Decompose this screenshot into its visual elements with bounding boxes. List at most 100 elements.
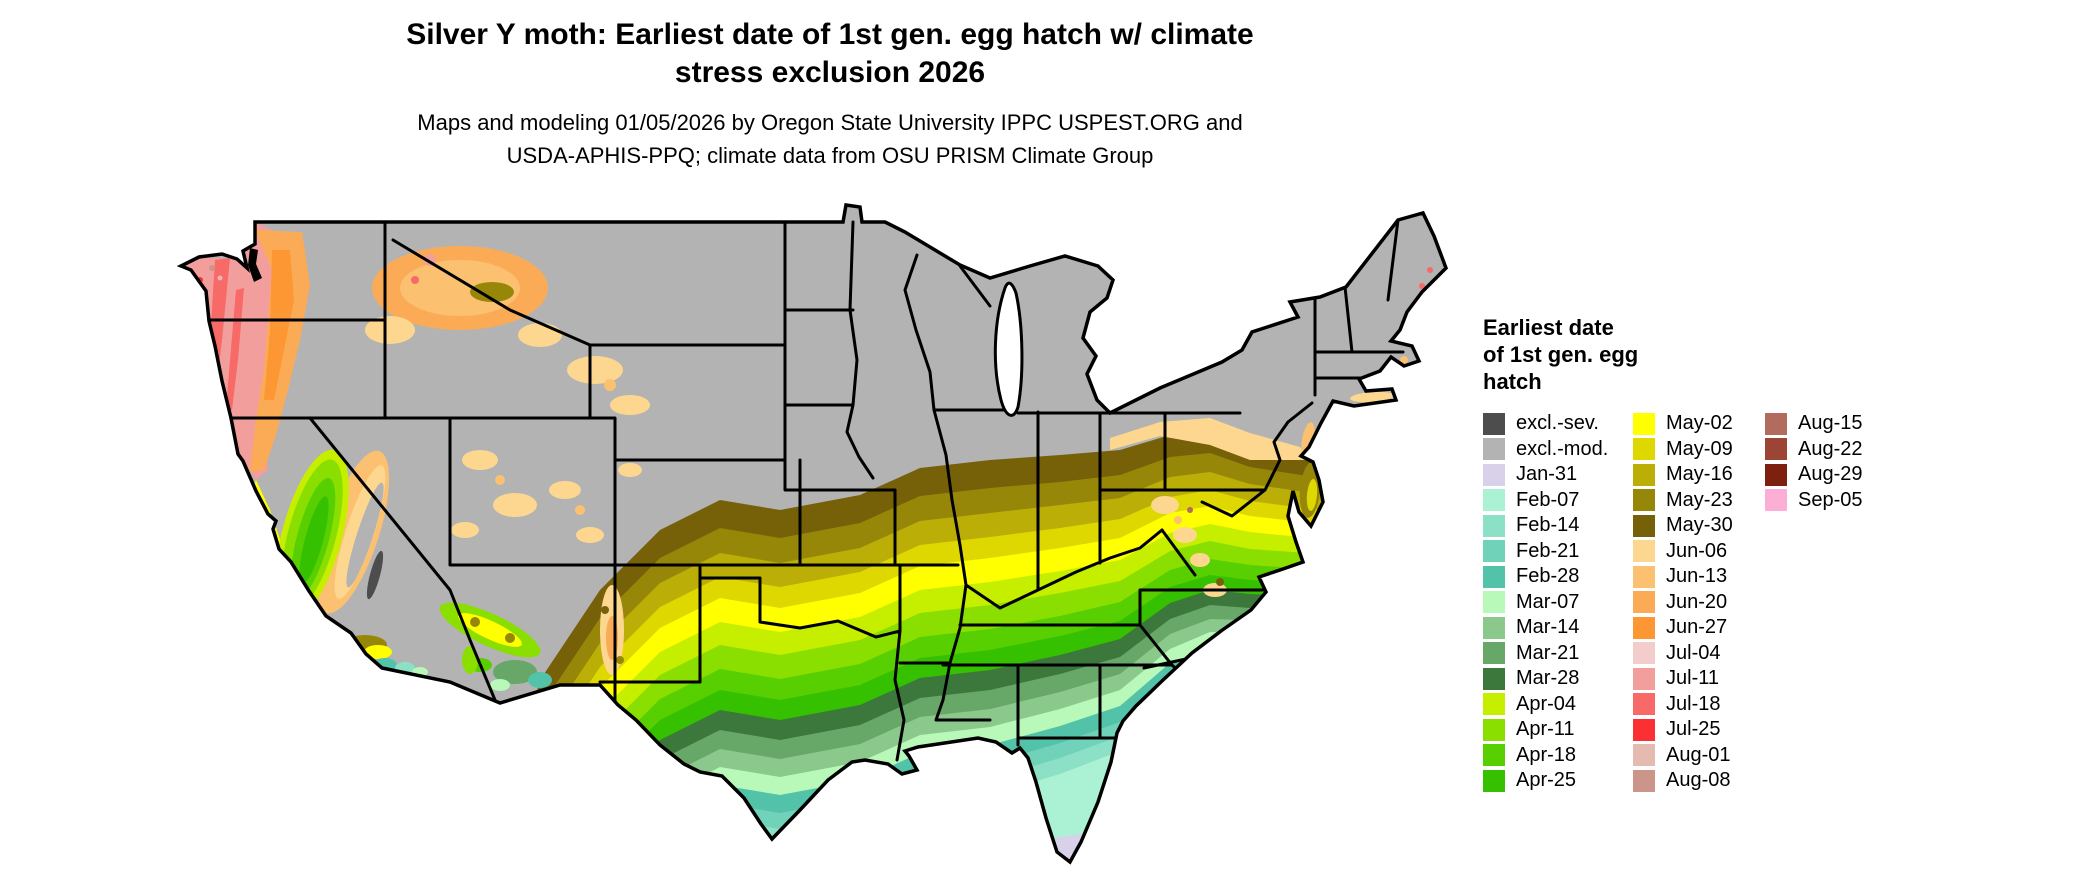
legend-item: Jul-25 [1633,717,1733,743]
legend-label: Jan-31 [1516,463,1578,486]
legend-item: May-30 [1633,513,1733,539]
legend-swatch [1633,591,1655,614]
legend-item: May-09 [1633,437,1733,463]
map-speck [1174,516,1182,524]
legend-item: Aug-01 [1633,743,1733,769]
map-region-pnw-lowland-deep-orange [264,250,294,400]
legend-label: Feb-14 [1516,514,1580,537]
map-speck [616,656,624,664]
map-speck [1419,283,1425,289]
legend-item: May-02 [1633,411,1733,437]
legend-swatch [1483,489,1505,512]
map-speck [470,617,480,627]
map-region-florida-keys [1083,874,1093,880]
map-region-socal-green [352,660,368,670]
map-region-basin-patch [493,493,537,517]
legend-column-2: May-02 May-09 May-16 May-23 May-30 Jun-06 Jun-… [1633,411,1733,794]
page-title-line2: stress exclusion 2026 [674,56,986,89]
map-speck [1389,369,1395,375]
map-region-socal-yellow [364,645,392,659]
map-region-columbia-olive-patch [470,282,514,302]
map-speck [1400,356,1408,364]
legend-label: May-30 [1666,514,1733,537]
legend-swatch [1483,769,1505,792]
page-title: Silver Y moth: Earliest date of 1st gen.… [0,16,1660,92]
legend-item: May-23 [1633,488,1733,514]
legend-label: Jul-11 [1666,667,1719,690]
legend-item: Jan-31 [1483,462,1608,488]
map-speck [505,633,515,643]
map-speck [604,379,616,391]
map-speck [195,245,201,251]
map-speck [601,606,609,614]
legend-item: Aug-08 [1633,768,1733,794]
legend-swatch [1633,744,1655,767]
legend-label: Apr-25 [1516,769,1577,792]
legend-label: Aug-15 [1798,412,1863,435]
map-region-long-island [1350,391,1394,403]
legend-label: Apr-18 [1516,743,1577,766]
legend-label: Aug-01 [1666,743,1731,766]
page-subtitle-line1: Maps and modeling 01/05/2026 by Oregon S… [417,110,1243,135]
map-region-delmarva-inner [1306,479,1318,511]
legend-label: Feb-07 [1516,488,1580,511]
map-container [160,160,1450,892]
legend-label: Apr-04 [1516,692,1577,715]
legend-item: Feb-28 [1483,564,1608,590]
map-region-snake-plain [567,356,623,384]
puget-sound [248,248,262,282]
legend-column-1: excl.-sev. excl.-mod. Jan-31 Feb-07 Feb-14 Fe… [1483,411,1608,794]
map-region-central-valley-core2 [299,496,329,584]
legend-item: Jul-18 [1633,692,1733,718]
legend-swatch [1483,693,1505,716]
legend-item: Aug-29 [1765,462,1863,488]
legend-swatch [1633,565,1655,588]
legend-swatch [1483,616,1505,639]
legend-label: Jul-25 [1666,718,1721,741]
legend-item: Jul-04 [1633,641,1733,667]
legend-item: Aug-22 [1765,437,1863,463]
legend-swatch [1633,642,1655,665]
legend-item: Mar-21 [1483,641,1608,667]
map-region-basin-patch [576,527,604,543]
legend-title-line3: hatch [1483,369,1542,394]
map-region-appalachia-patch [1173,527,1197,543]
legend-title: Earliest date of 1st gen. egg hatch [1483,314,2043,395]
map-region-appalachia-patch [1190,553,1210,567]
map-region-appalachia-patch [1151,496,1179,514]
legend-label: Mar-28 [1516,667,1580,690]
legend-item: Apr-11 [1483,717,1608,743]
legend-label: Aug-08 [1666,769,1731,792]
legend-swatch [1483,744,1505,767]
legend-item: May-16 [1633,462,1733,488]
legend-label: Mar-21 [1516,641,1580,664]
legend-item: Feb-21 [1483,539,1608,565]
legend-item: Apr-25 [1483,768,1608,794]
map-speck [1187,507,1193,513]
legend-swatch [1633,769,1655,792]
legend-label: Mar-07 [1516,590,1580,613]
map-speck [411,276,419,284]
legend-swatch [1633,693,1655,716]
map-region-basin-fringe [518,323,562,347]
legend-swatch [1633,540,1655,563]
map-region-sierra-crest [366,550,384,600]
map-region-basin-fringe [365,316,415,344]
legend-swatch [1483,438,1505,461]
legend-label: Jul-18 [1666,692,1721,715]
legend-label: May-09 [1666,437,1733,460]
legend-swatch [1633,718,1655,741]
legend-swatch [1633,438,1655,461]
legend-swatch [1765,489,1787,512]
legend-label: Mar-14 [1516,616,1580,639]
legend-swatch [1483,718,1505,741]
legend-label: Sep-05 [1798,488,1863,511]
legend-label: Feb-21 [1516,539,1580,562]
map-region-snake-plain [610,395,650,415]
map-speck [187,252,193,258]
legend-label: Aug-29 [1798,463,1863,486]
map-region-basin-patch [549,481,581,499]
legend-item: Jun-13 [1633,564,1733,590]
legend-item: Sep-05 [1765,488,1863,514]
